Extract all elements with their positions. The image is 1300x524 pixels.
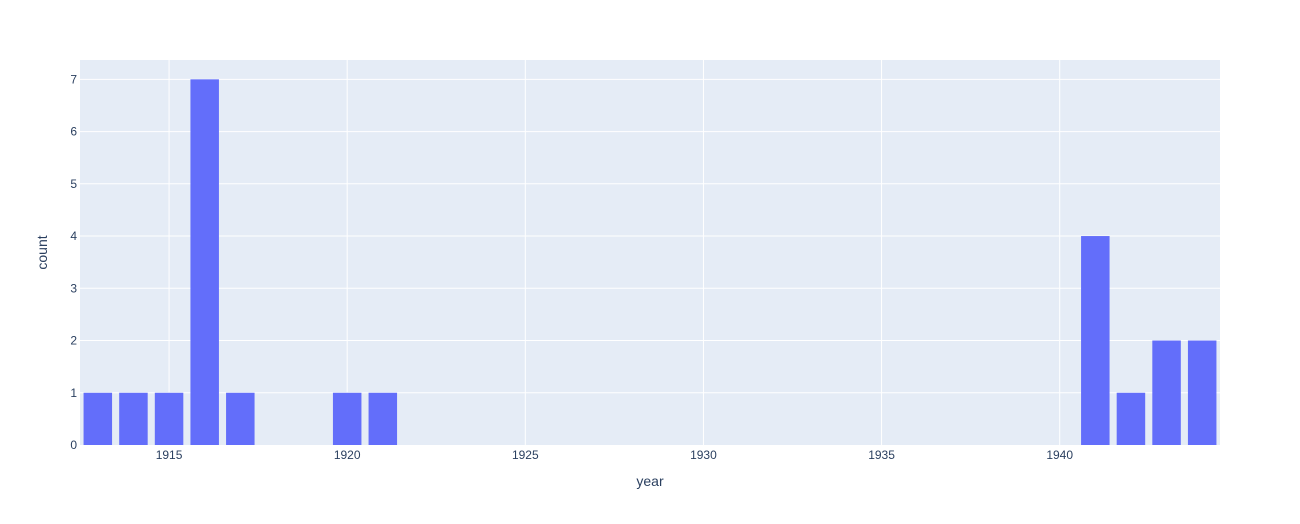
bar-1941[interactable]	[1081, 236, 1110, 445]
gridlines	[80, 60, 1220, 445]
bar-1915[interactable]	[154, 392, 184, 445]
y-tick-label: 0	[70, 438, 77, 452]
y-tick-label: 2	[70, 334, 77, 348]
y-tick-label: 7	[70, 72, 77, 86]
bar-1944[interactable]	[1187, 340, 1217, 445]
bar-1913[interactable]	[83, 392, 113, 445]
y-tick-label: 6	[70, 125, 77, 139]
plot-background	[80, 60, 1220, 445]
bar-1914[interactable]	[119, 392, 148, 445]
y-axis-ticks: 0 1 2 3 4 5 6 7	[70, 72, 77, 452]
x-axis-ticks: 1915 1920 1925 1930 1935 1940	[156, 448, 1074, 462]
bar-1921[interactable]	[368, 392, 398, 445]
bar-1943[interactable]	[1152, 340, 1181, 445]
bar-1916[interactable]	[190, 79, 219, 445]
y-tick-label: 3	[70, 281, 77, 295]
x-tick-label: 1930	[690, 448, 717, 462]
bar-1920[interactable]	[332, 392, 362, 445]
bar-1942[interactable]	[1116, 392, 1146, 445]
y-axis-title: count	[34, 235, 50, 269]
x-tick-label: 1935	[868, 448, 895, 462]
x-tick-label: 1940	[1046, 448, 1073, 462]
bar-1917[interactable]	[226, 392, 255, 445]
bars	[83, 79, 1217, 445]
x-tick-label: 1925	[512, 448, 539, 462]
x-tick-label: 1915	[156, 448, 183, 462]
y-tick-label: 5	[70, 177, 77, 191]
x-tick-label: 1920	[334, 448, 361, 462]
x-axis-title: year	[636, 473, 664, 489]
y-tick-label: 1	[70, 386, 77, 400]
y-tick-label: 4	[70, 229, 77, 243]
